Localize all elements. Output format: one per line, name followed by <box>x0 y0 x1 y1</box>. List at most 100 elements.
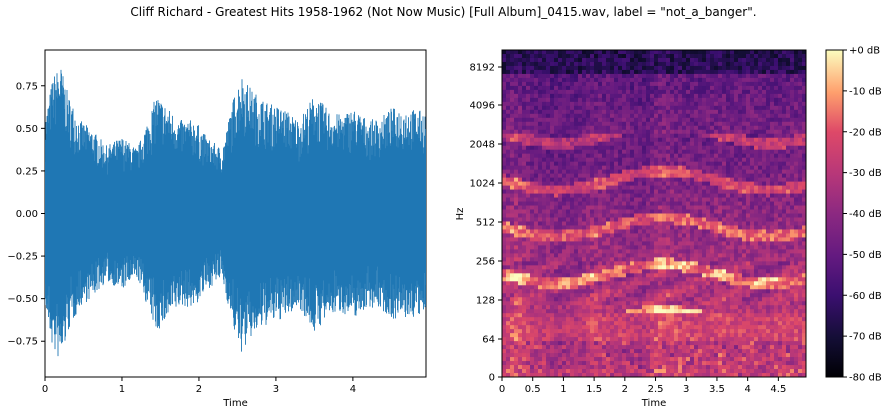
spectrogram-cell <box>694 185 699 191</box>
spectrogram-cell <box>734 173 739 179</box>
spectrogram-cell <box>722 341 727 346</box>
spectrogram-cell <box>578 177 583 183</box>
spectrogram-cell <box>654 293 659 298</box>
spectrogram-cell <box>542 133 547 139</box>
spectrogram-cell <box>686 337 691 342</box>
spectrogram-cell <box>502 121 507 127</box>
spectrogram-cell <box>642 341 647 346</box>
spectrogram-cell <box>682 181 687 187</box>
spectrogram-cell <box>658 369 663 374</box>
spectrogram-cell <box>658 165 663 171</box>
spectrogram-cell <box>518 129 523 135</box>
spectrogram-cell <box>518 137 523 143</box>
spectrogram-cell <box>742 189 747 195</box>
spectrogram-cell <box>602 169 607 175</box>
spectrogram-cell <box>538 181 543 187</box>
spectrogram-cell <box>510 189 515 195</box>
spectrogram-cell <box>542 241 547 246</box>
spectrogram-cell <box>570 217 575 223</box>
spectrogram-cell <box>598 73 603 79</box>
spectrogram-cell <box>682 257 687 262</box>
spectrogram-cell <box>686 353 691 358</box>
spectrogram-cell <box>658 341 663 346</box>
spectrogram-cell <box>626 313 631 318</box>
spectrogram-cell <box>614 169 619 175</box>
spectrogram-cell <box>730 261 735 266</box>
spectrogram-cell <box>614 85 619 91</box>
spectrogram-cell <box>634 237 639 243</box>
spectrogram-cell <box>510 301 515 306</box>
spectrogram-cell <box>686 253 691 258</box>
spectrogram-cell <box>738 373 743 377</box>
spectrogram-cell <box>702 193 707 199</box>
spectrogram-cell <box>718 205 723 211</box>
spectrogram-cell <box>586 197 591 203</box>
spectrogram-cell <box>534 189 539 195</box>
spectrogram-cell <box>502 145 507 151</box>
spectrogram-cell <box>726 169 731 175</box>
spectrogram-cell <box>562 277 567 282</box>
spectrogram-cell <box>506 361 511 366</box>
spectrogram-cell <box>742 145 747 151</box>
spectrogram-cell <box>546 149 551 155</box>
spectrogram-cell <box>722 173 727 179</box>
spectrogram-cell <box>634 245 639 250</box>
spectrogram-cell <box>606 197 611 203</box>
spectrogram-cell <box>594 141 599 147</box>
spectrogram-cell <box>710 217 715 223</box>
spectrogram-cell <box>630 141 635 147</box>
spectrogram-cell <box>654 117 659 123</box>
spectrogram-cell <box>542 353 547 358</box>
spectrogram-cell <box>502 289 507 294</box>
spectrogram-cell <box>726 297 731 302</box>
spectrogram-cell <box>538 117 543 123</box>
spectrogram-cell <box>514 209 519 215</box>
spectrogram-cell <box>710 241 715 246</box>
spectrogram-cell <box>706 357 711 362</box>
spectrogram-cell <box>670 277 675 282</box>
spectrogram-cell <box>726 365 731 370</box>
spectrogram-cell <box>638 157 643 163</box>
spectrogram-cell <box>610 229 615 235</box>
spectrogram-cell <box>694 217 699 223</box>
spectrogram-cell <box>606 61 611 67</box>
spectrogram-cell <box>566 77 571 83</box>
spectrogram-cell <box>646 329 651 334</box>
spectrogram-cell <box>662 61 667 67</box>
spectrogram-cell <box>530 345 535 350</box>
spectrogram-cell <box>514 325 519 330</box>
spectrogram-cell <box>562 245 567 250</box>
spectrogram-cell <box>670 365 675 370</box>
spectrogram-cell <box>682 373 687 377</box>
spectrogram-cell <box>682 69 687 75</box>
spectrogram-cell <box>734 129 739 135</box>
spectrogram-cell <box>590 349 595 354</box>
spectrogram-cell <box>602 213 607 219</box>
spectrogram-cell <box>598 209 603 215</box>
spectrogram-cell <box>702 89 707 95</box>
spectrogram-cell <box>686 213 691 219</box>
spectrogram-cell <box>594 161 599 167</box>
spectrogram-cell <box>706 133 711 139</box>
spectrogram-cell <box>546 89 551 95</box>
spectrogram-cell <box>538 57 543 63</box>
spectrogram-cell <box>538 129 543 135</box>
spectrogram-cell <box>666 349 671 354</box>
spectrogram-cell <box>550 253 555 258</box>
spectrogram-cell <box>678 281 683 286</box>
spectrogram-cell <box>522 85 527 91</box>
spectrogram-cell <box>554 57 559 63</box>
spectrogram-cell <box>666 197 671 203</box>
spectrogram-cell <box>502 69 507 75</box>
spectrogram-cell <box>554 97 559 103</box>
spectrogram-cell <box>522 293 527 298</box>
spectrogram-cell <box>686 89 691 95</box>
spectrogram-cell <box>730 177 735 183</box>
spectrogram-cell <box>566 245 571 250</box>
spectrogram-cell <box>706 53 711 59</box>
spectrogram-cell <box>510 173 515 179</box>
spectrogram-cell <box>698 50 703 55</box>
spectrogram-cell <box>574 149 579 155</box>
spectrogram-cell <box>734 245 739 250</box>
spectrogram-cell <box>578 337 583 342</box>
